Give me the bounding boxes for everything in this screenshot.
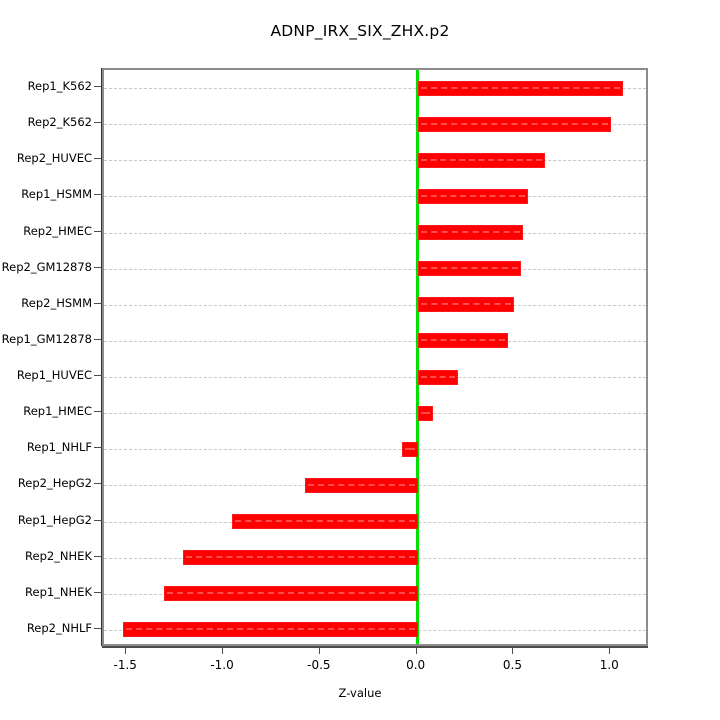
y-tick-mark bbox=[94, 375, 102, 377]
y-tick-label: Rep1_HMEC bbox=[23, 404, 92, 419]
y-tick-mark bbox=[94, 266, 102, 268]
y-tick-label: Rep2_NHLF bbox=[26, 620, 92, 635]
x-tick-label: 0.0 bbox=[406, 658, 426, 672]
x-tick-mark bbox=[609, 646, 611, 654]
bar bbox=[417, 405, 434, 421]
zero-reference-line bbox=[416, 70, 420, 644]
gridline bbox=[104, 160, 646, 162]
x-tick-label: 0.5 bbox=[502, 658, 522, 672]
bar bbox=[164, 586, 418, 602]
bar bbox=[417, 333, 508, 349]
y-tick-label: Rep1_HSMM bbox=[21, 187, 92, 202]
bar bbox=[417, 369, 459, 385]
gridline bbox=[104, 268, 646, 270]
y-tick-mark bbox=[94, 411, 102, 413]
x-axis-label: Z-value bbox=[338, 686, 382, 700]
y-axis-line bbox=[101, 68, 102, 646]
bar bbox=[231, 514, 418, 530]
gridline bbox=[104, 232, 646, 234]
gridline bbox=[104, 413, 646, 415]
y-tick-mark bbox=[94, 302, 102, 304]
y-tick-label: Rep1_HUVEC bbox=[16, 368, 92, 383]
y-tick-mark bbox=[94, 627, 102, 629]
gridline bbox=[104, 449, 646, 451]
x-tick-label: 1.0 bbox=[599, 658, 619, 672]
y-tick-label: Rep1_NHEK bbox=[25, 584, 92, 599]
bar bbox=[305, 477, 418, 493]
y-tick-label: Rep2_K562 bbox=[27, 115, 92, 130]
gridline bbox=[104, 377, 646, 379]
x-tick-mark bbox=[125, 646, 127, 654]
x-axis: -1.5 -1.0 -0.5 0.0 0.5 1.0 bbox=[102, 646, 648, 686]
page-title: ADNP_IRX_SIX_ZHX.p2 bbox=[270, 22, 450, 40]
y-tick-label: Rep2_HUVEC bbox=[16, 151, 92, 166]
y-tick-mark bbox=[94, 122, 102, 124]
y-tick-mark bbox=[94, 194, 102, 196]
y-tick-label: Rep2_HepG2 bbox=[17, 476, 92, 491]
y-tick-mark bbox=[94, 86, 102, 88]
y-tick-label: Rep2_HSMM bbox=[21, 295, 92, 310]
y-tick-label: Rep1_K562 bbox=[27, 79, 92, 94]
x-tick-mark bbox=[512, 646, 514, 654]
gridline bbox=[104, 340, 646, 342]
gridline bbox=[104, 88, 646, 90]
y-tick-mark bbox=[94, 591, 102, 593]
x-tick-label: -0.5 bbox=[307, 658, 331, 672]
bar bbox=[417, 152, 546, 168]
y-tick-label: Rep2_HMEC bbox=[23, 223, 92, 238]
x-tick-mark bbox=[415, 646, 417, 654]
y-tick-label: Rep2_NHEK bbox=[25, 548, 92, 563]
x-tick-mark bbox=[318, 646, 320, 654]
plot-area bbox=[102, 68, 648, 646]
x-tick-label: -1.0 bbox=[210, 658, 234, 672]
plot-inner bbox=[104, 70, 646, 644]
x-tick-label: -1.5 bbox=[113, 658, 137, 672]
y-tick-mark bbox=[94, 338, 102, 340]
y-tick-mark bbox=[94, 158, 102, 160]
gridline bbox=[104, 304, 646, 306]
bar bbox=[123, 622, 418, 638]
bar bbox=[417, 225, 524, 241]
y-tick-mark bbox=[94, 230, 102, 232]
bar bbox=[183, 550, 418, 566]
y-axis: Rep1_K562 Rep2_K562 Rep2_HUVEC Rep1_HSMM Rep… bbox=[0, 68, 92, 646]
bar bbox=[417, 188, 529, 204]
y-tick-label: Rep1_GM12878 bbox=[1, 331, 92, 346]
y-tick-mark bbox=[94, 519, 102, 521]
y-tick-mark bbox=[94, 555, 102, 557]
y-tick-mark bbox=[94, 447, 102, 449]
y-tick-mark bbox=[94, 483, 102, 485]
y-tick-label: Rep1_NHLF bbox=[26, 440, 92, 455]
bar bbox=[417, 261, 522, 277]
bar bbox=[417, 116, 612, 132]
bar bbox=[402, 441, 418, 457]
x-tick-mark bbox=[222, 646, 224, 654]
bar bbox=[417, 297, 515, 313]
y-tick-label: Rep2_GM12878 bbox=[1, 259, 92, 274]
bar bbox=[417, 80, 623, 96]
gridline bbox=[104, 124, 646, 126]
gridline bbox=[104, 196, 646, 198]
y-tick-label: Rep1_HepG2 bbox=[17, 512, 92, 527]
x-axis-line bbox=[102, 646, 648, 648]
